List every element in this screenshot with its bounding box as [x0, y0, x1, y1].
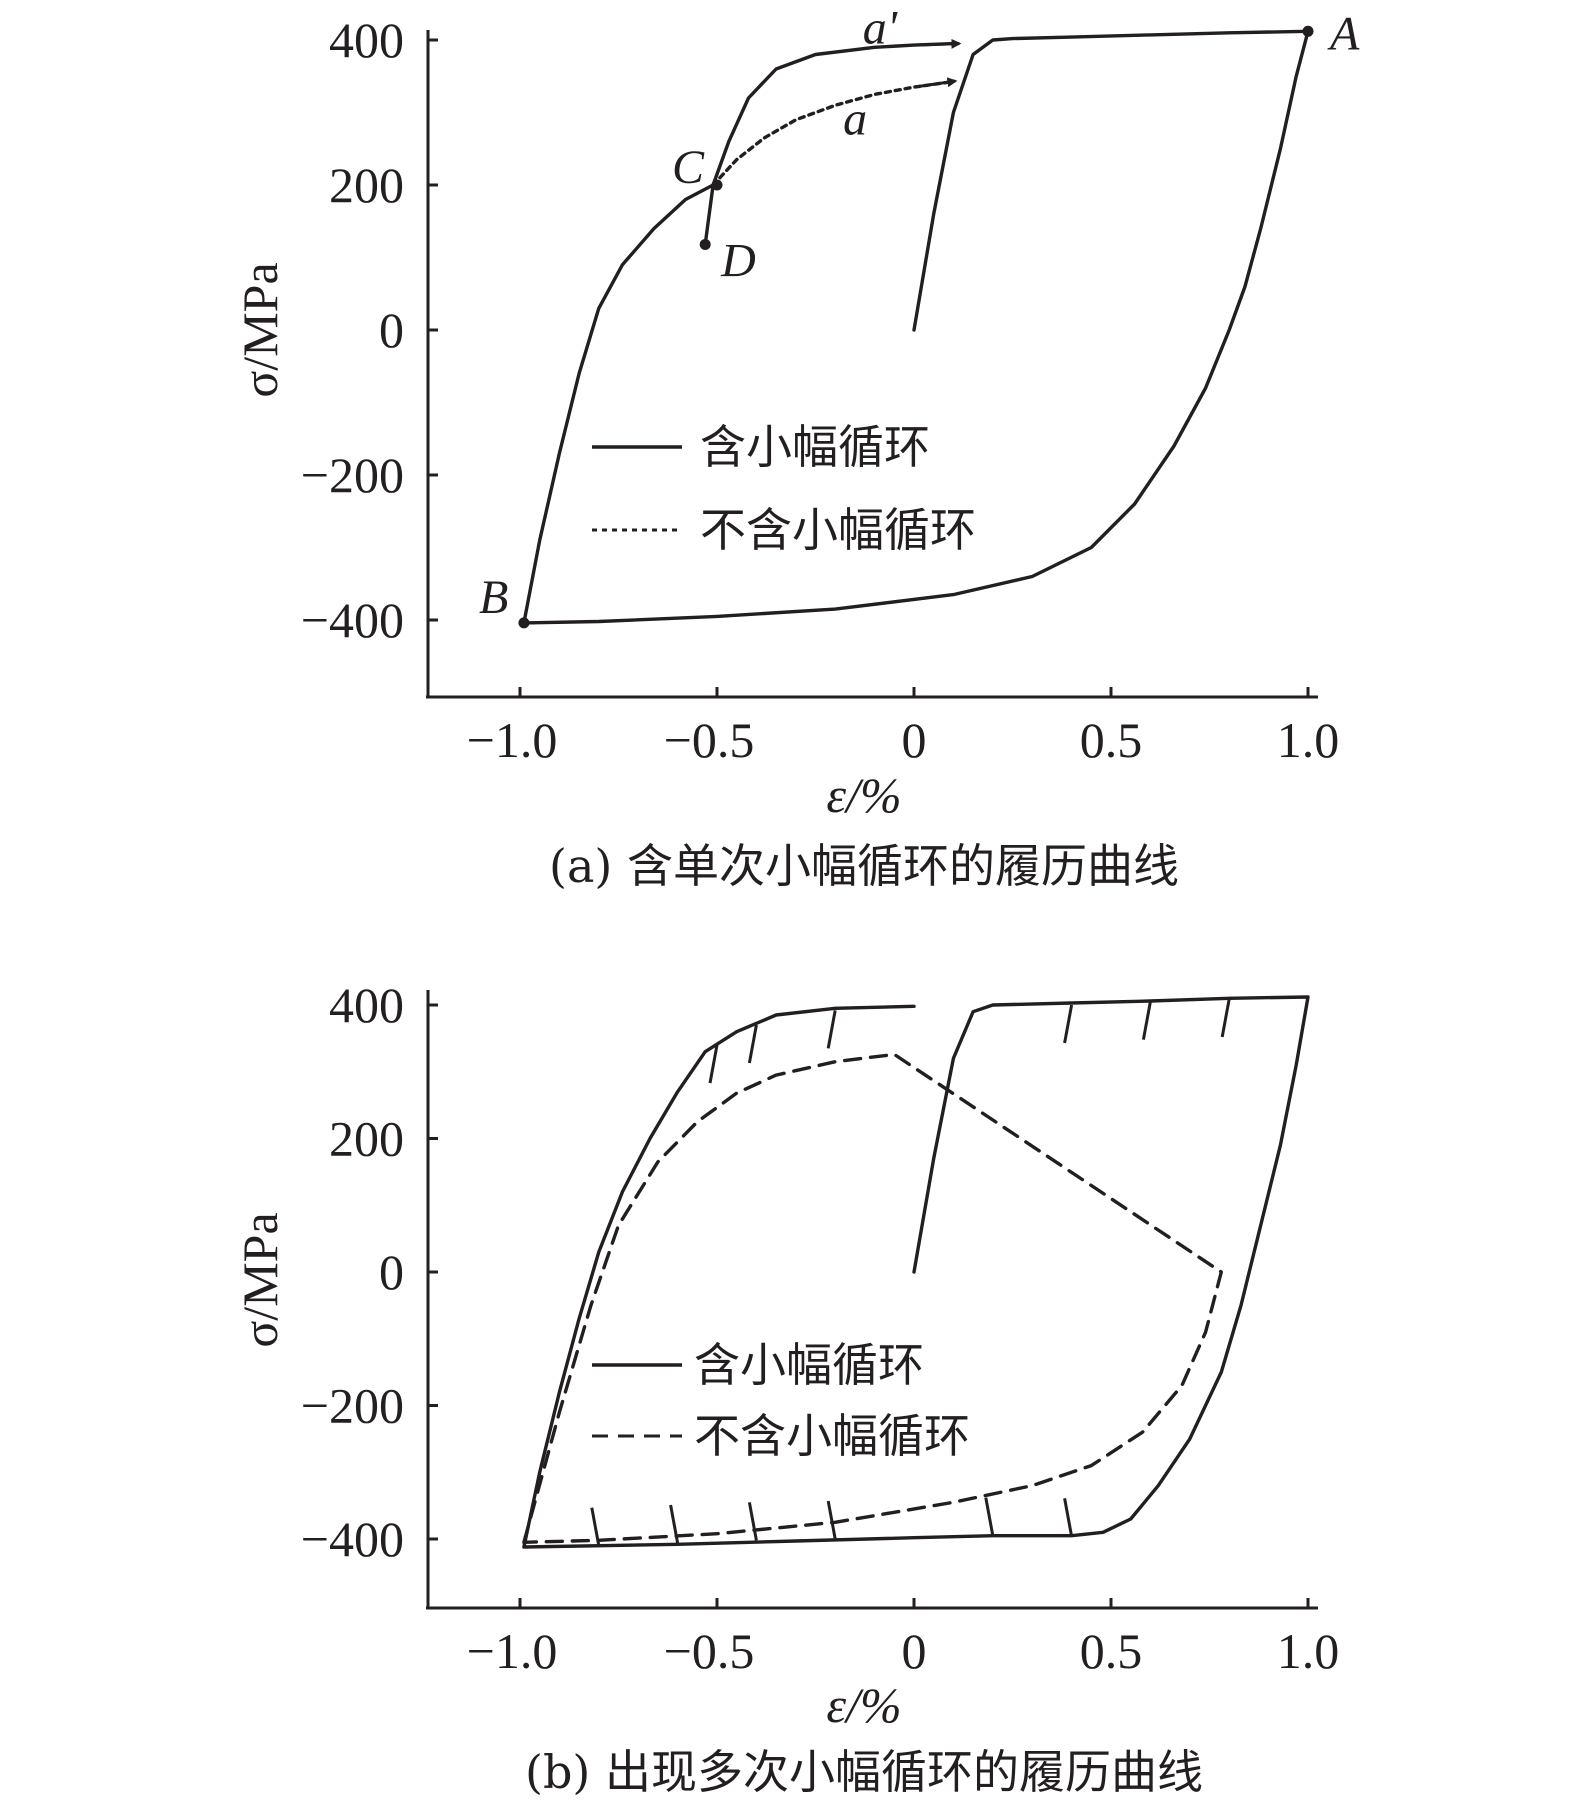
x-tick-label: −1.0	[467, 712, 558, 768]
point-label-C: C	[672, 141, 705, 194]
y-tick-label: −200	[301, 447, 404, 503]
y-tick-label: 400	[329, 12, 404, 68]
x-axis-label-a: ε/%	[826, 767, 901, 823]
y-tick-label: 200	[329, 157, 404, 213]
series-line	[711, 80, 952, 187]
legend-label-solid-a: 含小幅循环	[700, 420, 930, 474]
small-cycle-mark	[1063, 1498, 1074, 1537]
legend-b: 含小幅循环 不含小幅循环	[592, 1338, 970, 1463]
x-tick-label: −0.5	[664, 1623, 755, 1679]
y-tick-label: 400	[329, 977, 404, 1033]
caption-b: (b) 出现多次小幅循环的履历曲线	[525, 1745, 1203, 1799]
point-label-B: B	[479, 571, 508, 624]
small-cycle-mark	[590, 1507, 601, 1546]
small-cycle-mark	[669, 1504, 680, 1544]
x-tick-label: 1.0	[1277, 712, 1340, 768]
arrow-a-prime	[913, 38, 962, 49]
point-marker-A	[1302, 25, 1314, 37]
curve-annotation: a	[843, 92, 867, 145]
y-tick-label: −400	[301, 592, 404, 648]
small-cycle-mark	[747, 1502, 758, 1541]
y-ticks-b: 400 200 0 −200 −400	[301, 977, 438, 1567]
series-line	[522, 995, 1310, 1549]
point-marker-C	[711, 179, 723, 191]
chart-b: 400 200 0 −200 −400 −1.0 −0.5 0 0.5 1.0 σ/MPa ε/…	[232, 977, 1339, 1799]
chart-a: 400 200 0 −200 −400 −1.0 −0.5 0 0.5 1.0 σ/MPa ε/…	[232, 2, 1360, 893]
y-ticks-a: 400 200 0 −200 −400	[301, 12, 438, 648]
small-cycle-mark	[1141, 1001, 1152, 1040]
point-label-D: D	[720, 234, 756, 287]
legend-a: 含小幅循环 不含小幅循环	[592, 420, 976, 557]
series-a	[522, 29, 1310, 625]
y-tick-label: 0	[379, 1244, 404, 1300]
small-cycle-mark	[708, 1044, 719, 1084]
x-tick-label: 1.0	[1277, 1623, 1340, 1679]
small-cycle-mark	[826, 1010, 837, 1049]
small-cycle-mark	[1063, 1004, 1074, 1044]
point-marker-D	[699, 238, 711, 250]
curve-annotation: a'	[863, 2, 898, 55]
y-axis-label-a: σ/MPa	[232, 262, 288, 397]
small-cycle-mark	[826, 1500, 837, 1540]
y-axis-label-b: σ/MPa	[232, 1212, 288, 1347]
y-tick-label: −400	[301, 1511, 404, 1567]
small-cycle-mark	[984, 1497, 995, 1536]
caption-a: (a) 含单次小幅循环的履历曲线	[549, 839, 1179, 893]
point-label-A: A	[1327, 7, 1360, 60]
small-cycle-mark	[747, 1024, 758, 1064]
series-line	[522, 29, 1310, 625]
arrow-a	[913, 77, 958, 89]
small-cycle-mark	[1220, 998, 1231, 1038]
x-tick-label: 0.5	[1080, 712, 1143, 768]
legend-label-dashed-b: 不含小幅循环	[694, 1409, 970, 1463]
series-line	[522, 1052, 1223, 1544]
point-marker-B	[518, 617, 530, 629]
x-axis-label-b: ε/%	[826, 1677, 901, 1733]
x-tick-label: 0	[902, 712, 927, 768]
series-b	[522, 995, 1310, 1549]
x-tick-label: 0	[902, 1623, 927, 1679]
y-tick-label: 0	[379, 302, 404, 358]
markers-a: A B CDa' a	[479, 2, 1360, 629]
x-ticks-b: −1.0 −0.5 0 0.5 1.0	[467, 1598, 1340, 1679]
y-tick-label: −200	[301, 1378, 404, 1434]
x-tick-label: −1.0	[467, 1623, 558, 1679]
legend-label-solid-b: 含小幅循环	[694, 1338, 924, 1392]
x-ticks-a: −1.0 −0.5 0 0.5 1.0	[467, 687, 1340, 768]
legend-label-dotted-a: 不含小幅循环	[700, 503, 976, 557]
y-tick-label: 200	[329, 1111, 404, 1167]
x-tick-label: 0.5	[1080, 1623, 1143, 1679]
x-tick-label: −0.5	[664, 712, 755, 768]
